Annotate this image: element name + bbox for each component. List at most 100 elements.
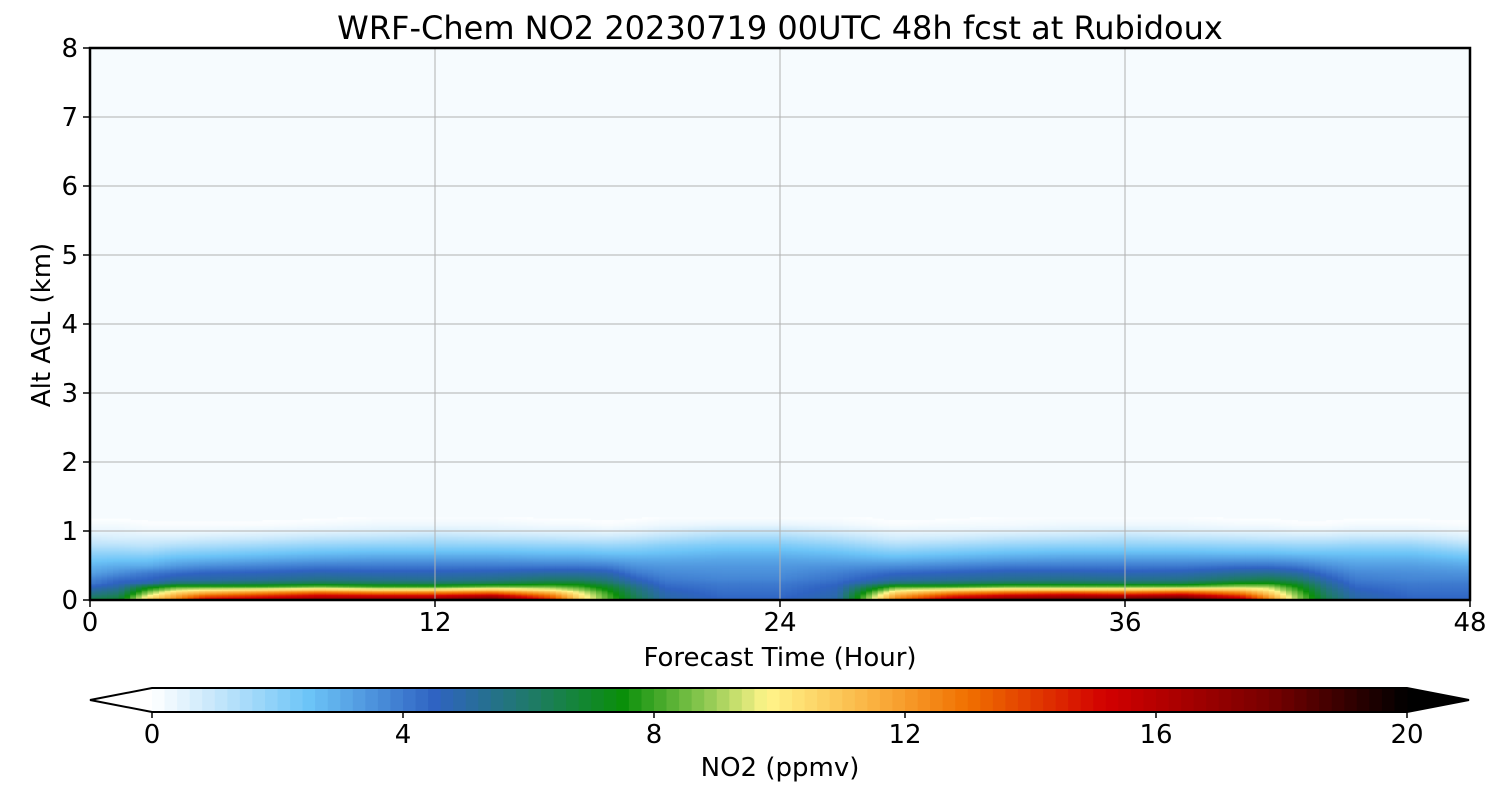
- field-cell: [95, 586, 103, 589]
- field-cell: [331, 543, 338, 546]
- field-cell: [95, 576, 103, 579]
- field-cell: [331, 557, 338, 560]
- field-cell: [308, 572, 315, 575]
- field-cell: [90, 539, 97, 542]
- field-cell: [170, 566, 177, 569]
- field-cell: [389, 517, 396, 520]
- field-cell: [360, 537, 367, 540]
- field-cell: [222, 562, 229, 565]
- field-cell: [400, 558, 407, 561]
- field-cell: [314, 521, 321, 524]
- field-cell: [337, 555, 344, 558]
- field-cell: [136, 561, 143, 564]
- field-cell: [274, 536, 281, 539]
- field-cell: [337, 519, 344, 522]
- field-cell: [210, 554, 218, 557]
- field-cell: [136, 531, 143, 533]
- field-cell: [320, 542, 327, 545]
- field-cell: [245, 571, 252, 573]
- field-cell: [124, 565, 131, 568]
- field-cell: [245, 582, 252, 585]
- field-cell: [101, 577, 108, 580]
- field-cell: [95, 566, 103, 569]
- field-cell: [389, 584, 396, 587]
- field-cell: [262, 580, 269, 583]
- field-cell: [222, 535, 229, 538]
- field-cell: [187, 575, 195, 578]
- field-cell: [124, 580, 131, 583]
- field-cell: [256, 588, 264, 591]
- field-cell: [383, 573, 390, 576]
- field-cell: [95, 532, 103, 535]
- field-cell: [101, 566, 108, 569]
- field-cell: [147, 569, 154, 572]
- field-cell: [228, 546, 235, 549]
- field-cell: [164, 586, 172, 589]
- field-cell: [274, 532, 281, 535]
- field-cell: [205, 555, 212, 558]
- field-cell: [389, 587, 396, 590]
- field-cell: [268, 528, 275, 531]
- field-cell: [308, 533, 315, 536]
- field-cell: [113, 569, 120, 572]
- field-cell: [268, 546, 275, 549]
- field-cell: [308, 591, 315, 594]
- field-cell: [371, 533, 379, 536]
- field-cell: [274, 519, 281, 522]
- field-cell: [222, 583, 229, 586]
- field-cell: [113, 588, 120, 591]
- field-cell: [141, 575, 149, 578]
- field-cell: [228, 540, 235, 543]
- field-cell: [389, 543, 396, 546]
- field-cell: [193, 550, 200, 553]
- field-cell: [366, 575, 373, 578]
- field-cell: [101, 544, 108, 547]
- field-cell: [199, 584, 206, 587]
- field-cell: [228, 550, 235, 553]
- field-cell: [348, 580, 356, 583]
- field-cell: [314, 564, 321, 567]
- field-cell: [113, 535, 120, 538]
- field-cell: [389, 532, 396, 535]
- field-cell: [274, 572, 281, 575]
- field-cell: [239, 542, 246, 545]
- field-cell: [228, 568, 235, 571]
- field-cell: [325, 580, 333, 583]
- field-cell: [187, 573, 195, 576]
- field-cell: [348, 590, 356, 593]
- field-cell: [95, 590, 103, 593]
- field-cell: [210, 532, 218, 535]
- field-cell: [136, 539, 143, 542]
- field-cell: [394, 569, 402, 572]
- field-cell: [262, 577, 269, 580]
- field-cell: [124, 543, 131, 546]
- field-cell: [285, 580, 292, 583]
- field-cell: [113, 544, 120, 547]
- field-cell: [130, 583, 137, 586]
- field-cell: [251, 524, 258, 527]
- field-cell: [274, 554, 281, 557]
- field-cell: [337, 575, 344, 578]
- field-cell: [343, 542, 350, 545]
- field-cell: [170, 559, 177, 562]
- field-cell: [187, 533, 195, 536]
- field-cell: [113, 586, 120, 589]
- field-cell: [136, 595, 143, 598]
- field-cell: [256, 539, 264, 542]
- field-cell: [274, 573, 281, 576]
- field-cell: [389, 551, 396, 554]
- field-cell: [159, 525, 166, 528]
- field-cell: [210, 564, 218, 567]
- field-cell: [331, 531, 338, 533]
- field-cell: [274, 521, 281, 524]
- field-cell: [366, 524, 373, 527]
- field-cell: [279, 572, 287, 575]
- field-cell: [256, 557, 264, 560]
- field-cell: [239, 582, 246, 585]
- field-cell: [389, 590, 396, 593]
- field-cell: [337, 571, 344, 573]
- field-cell: [153, 572, 160, 575]
- field-cell: [124, 539, 131, 542]
- field-cell: [147, 550, 154, 553]
- field-cell: [193, 531, 200, 533]
